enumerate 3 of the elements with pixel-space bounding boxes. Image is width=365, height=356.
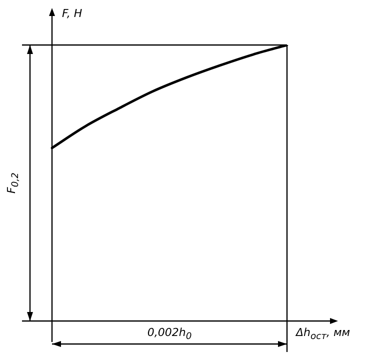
y-axis-title: F, H xyxy=(62,7,82,20)
x-axis-title: Δh$_{ост}$, мм xyxy=(296,326,350,342)
text: 0,002h$_{0}$ xyxy=(147,326,192,342)
